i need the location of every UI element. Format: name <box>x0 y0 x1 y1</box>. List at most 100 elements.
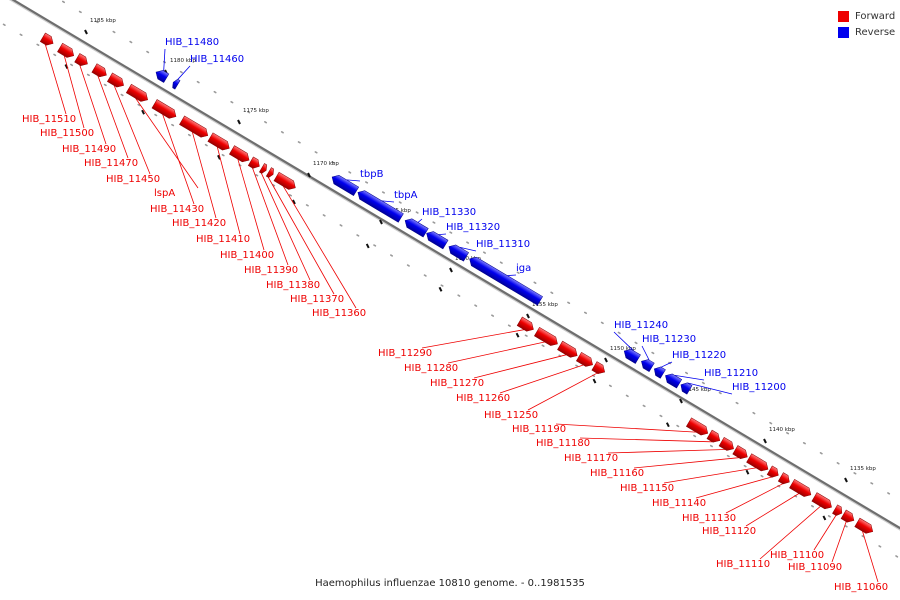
gene-arrow[interactable] <box>685 417 710 438</box>
gene-label[interactable]: HIB_11140 <box>652 498 706 509</box>
gene-label[interactable]: HIB_11330 <box>422 207 476 218</box>
gene-label[interactable]: lspA <box>154 188 175 199</box>
gene-label[interactable]: HIB_11220 <box>672 350 726 361</box>
gene-arrow[interactable] <box>57 42 76 60</box>
gene-label[interactable]: HIB_11120 <box>702 526 756 537</box>
gene-label[interactable]: HIB_11480 <box>165 37 219 48</box>
gene-arrow[interactable] <box>591 361 607 377</box>
gene-arrow[interactable] <box>516 316 536 334</box>
gene-label[interactable]: HIB_11370 <box>290 294 344 305</box>
gene-label[interactable]: iga <box>516 263 531 274</box>
gene-label[interactable]: HIB_11150 <box>620 483 674 494</box>
gene-arrow[interactable] <box>265 167 275 179</box>
gene-label[interactable]: HIB_11280 <box>404 363 458 374</box>
gene-label[interactable]: HIB_11470 <box>84 158 138 169</box>
gene-arrow[interactable] <box>403 216 429 238</box>
gene-arrow[interactable] <box>533 326 560 348</box>
gene-label[interactable]: tbpA <box>394 190 418 201</box>
gene-label[interactable]: HIB_11290 <box>378 348 432 359</box>
gene-label[interactable]: HIB_11180 <box>536 438 590 449</box>
gene-label-connector <box>261 173 311 281</box>
gene-label[interactable]: HIB_11450 <box>106 174 160 185</box>
gene-label[interactable]: HIB_11380 <box>266 280 320 291</box>
gene-arrow[interactable] <box>832 504 844 518</box>
gene-arrow[interactable] <box>330 173 360 196</box>
gene-arrow[interactable] <box>639 357 655 372</box>
gene-arrow[interactable] <box>424 229 449 250</box>
gene-label[interactable]: HIB_11170 <box>564 453 618 464</box>
gene-arrow[interactable] <box>228 145 251 165</box>
gene-label[interactable]: HIB_11240 <box>614 320 668 331</box>
gene-label[interactable]: HIB_11270 <box>430 378 484 389</box>
gene-arrow[interactable] <box>207 132 232 153</box>
gene-label[interactable]: HIB_11060 <box>834 582 888 593</box>
gene-arrow[interactable] <box>678 381 693 395</box>
gene-label[interactable]: HIB_11430 <box>150 204 204 215</box>
gene-arrow[interactable] <box>777 472 792 487</box>
gene-label[interactable]: HIB_11410 <box>196 234 250 245</box>
gene-label[interactable]: HIB_11260 <box>456 393 510 404</box>
gene-arrow[interactable] <box>273 171 298 192</box>
gene-label[interactable]: HIB_11310 <box>476 239 530 250</box>
gene-arrow[interactable] <box>746 453 771 474</box>
gene-label[interactable]: HIB_11500 <box>40 128 94 139</box>
gene-label[interactable]: HIB_11390 <box>244 265 298 276</box>
tick-label: 1175 kbp <box>243 108 269 114</box>
tick-mark-lower <box>438 286 443 292</box>
gene-arrow[interactable] <box>811 492 834 512</box>
tick-mark-lower <box>515 332 520 338</box>
gene-arrow[interactable] <box>179 115 210 140</box>
gene-label[interactable]: HIB_11250 <box>484 410 538 421</box>
gene-label[interactable]: HIB_11420 <box>172 218 226 229</box>
gene-arrow[interactable] <box>171 78 181 90</box>
gene-label-connector <box>283 186 357 309</box>
gene-label[interactable]: HIB_11510 <box>22 114 76 125</box>
gene-label-connector <box>813 515 837 551</box>
gene-arrow[interactable] <box>125 83 150 104</box>
gene-label[interactable]: HIB_11200 <box>732 382 786 393</box>
gene-label[interactable]: HIB_11460 <box>190 54 244 65</box>
gene-label[interactable]: HIB_11190 <box>512 424 566 435</box>
gene-arrow[interactable] <box>355 188 404 223</box>
gene-label[interactable]: HIB_11110 <box>716 559 770 570</box>
gene-arrow[interactable] <box>151 99 179 121</box>
gene-label[interactable]: HIB_11320 <box>446 222 500 233</box>
gene-body <box>404 218 429 238</box>
gene-arrow[interactable] <box>153 68 170 83</box>
gene-arrow[interactable] <box>91 63 109 80</box>
gene-arrow[interactable] <box>74 53 90 69</box>
gene-label[interactable]: HIB_11130 <box>682 513 736 524</box>
gene-body <box>789 478 812 497</box>
gene-label[interactable]: HIB_11230 <box>642 334 696 345</box>
gene-arrow[interactable] <box>732 445 750 462</box>
gene-label[interactable]: HIB_11400 <box>220 250 274 261</box>
gene-arrow[interactable] <box>706 429 722 445</box>
gene-arrow[interactable] <box>575 351 595 369</box>
gene-label[interactable]: HIB_11160 <box>590 468 644 479</box>
gene-body <box>74 53 88 66</box>
gene-arrow[interactable] <box>258 163 268 175</box>
gene-arrow[interactable] <box>622 347 641 364</box>
gene-arrow[interactable] <box>663 371 683 389</box>
gene-arrow[interactable] <box>652 365 666 379</box>
gene-arrow[interactable] <box>789 478 813 499</box>
gene-label[interactable]: tbpB <box>360 169 384 180</box>
gene-arrow[interactable] <box>467 255 543 306</box>
gene-label[interactable]: HIB_11210 <box>704 368 758 379</box>
gene-arrow[interactable] <box>39 32 55 48</box>
gene-arrow[interactable] <box>557 340 579 360</box>
gene-arrow[interactable] <box>840 509 856 525</box>
guide-dots-upper <box>58 0 900 502</box>
gene-label[interactable]: HIB_11090 <box>788 562 842 573</box>
gene-arrow[interactable] <box>854 517 876 536</box>
gene-label-connector <box>438 233 447 235</box>
gene-label[interactable]: HIB_11490 <box>62 144 116 155</box>
gene-arrow[interactable] <box>766 465 781 480</box>
gene-arrow[interactable] <box>718 436 736 453</box>
gene-arrow[interactable] <box>247 156 262 171</box>
gene-arrow[interactable] <box>106 72 126 90</box>
gene-arrow[interactable] <box>446 242 469 262</box>
gene-label[interactable]: HIB_11360 <box>312 308 366 319</box>
gene-label-connector <box>162 114 195 205</box>
gene-label[interactable]: HIB_11100 <box>770 550 824 561</box>
